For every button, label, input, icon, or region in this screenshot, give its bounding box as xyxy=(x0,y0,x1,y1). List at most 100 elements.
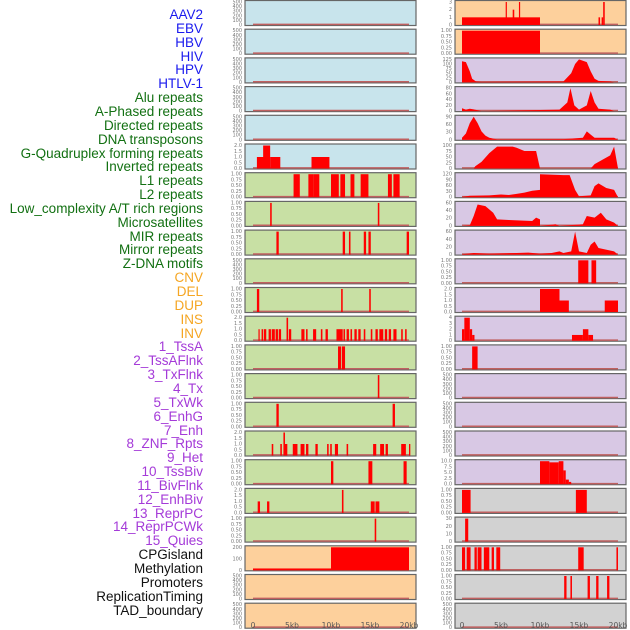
area-profile xyxy=(462,204,618,226)
y-tick-label: 400 xyxy=(442,406,452,412)
y-tick-label: 2.0 xyxy=(234,143,242,149)
y-tick-label: 0.00 xyxy=(441,568,452,574)
track-panel: 10.07.55.02.50.0 xyxy=(441,459,627,488)
bar xyxy=(368,231,371,255)
track-panel: 1.000.750.500.250.00 xyxy=(231,401,417,430)
y-tick-label: 1.00 xyxy=(231,172,242,178)
y-tick-label: 0 xyxy=(449,625,452,630)
y-tick-label: 200 xyxy=(232,272,242,278)
y-tick-label: 7.5 xyxy=(444,464,452,470)
y-tick-label: 0 xyxy=(449,539,452,545)
y-tick-label: 10 xyxy=(446,531,452,537)
bar xyxy=(360,174,369,198)
track-label: 2_TssAFlnk xyxy=(133,353,203,369)
panel-background xyxy=(244,516,417,543)
track-label: 6_EnhG xyxy=(153,408,203,424)
bar xyxy=(334,444,339,456)
y-tick-label: 0.25 xyxy=(441,45,452,51)
y-tick-label: 1 xyxy=(449,15,452,21)
panel-background xyxy=(244,286,417,314)
y-tick-label: 0.75 xyxy=(441,579,452,585)
y-tick-label: 300 xyxy=(232,124,242,130)
y-tick-label: 0.50 xyxy=(231,212,242,218)
panel-background xyxy=(244,573,417,601)
track-label: INV xyxy=(180,325,203,341)
bar xyxy=(578,547,584,571)
track-panel: 1.000.750.500.250.00 xyxy=(441,487,627,516)
y-tick-label: 20 xyxy=(446,216,452,222)
y-tick-label: 300 xyxy=(442,411,452,417)
y-tick-label: 0 xyxy=(449,424,452,430)
y-tick-label: 5.0 xyxy=(444,470,452,476)
bar xyxy=(405,329,407,341)
track-label: DUP xyxy=(174,297,203,313)
y-tick-label: 1.0 xyxy=(444,298,452,304)
bar xyxy=(257,501,261,513)
bar xyxy=(472,334,475,341)
bar xyxy=(315,444,318,456)
y-tick-label: 60 xyxy=(446,91,452,97)
panel-background xyxy=(244,401,417,428)
y-tick-label: 90 xyxy=(446,177,452,183)
y-tick-label: 0.75 xyxy=(231,407,242,413)
bar xyxy=(270,202,272,226)
panel-background xyxy=(244,200,417,227)
y-tick-label: 0 xyxy=(239,80,242,86)
y-tick-label: 0.00 xyxy=(231,252,242,258)
track-panel: 1.000.750.500.250.00 xyxy=(231,373,417,402)
y-tick-label: 0.0 xyxy=(234,510,242,516)
y-tick-label: 0.0 xyxy=(444,310,452,316)
y-tick-label: 500 xyxy=(232,574,242,580)
bar xyxy=(280,444,282,456)
y-tick-label: 2 xyxy=(449,7,452,13)
y-tick-label: 40 xyxy=(446,208,452,214)
y-tick-label: 1.5 xyxy=(234,436,242,442)
y-tick-label: 0.5 xyxy=(234,332,242,338)
y-tick-label: 100 xyxy=(232,104,242,110)
y-tick-label: 2.0 xyxy=(444,287,452,293)
panel-background xyxy=(454,516,627,543)
y-tick-label: 0.50 xyxy=(231,355,242,361)
y-tick-label: 1.5 xyxy=(234,321,242,327)
y-tick-label: 1.0 xyxy=(234,499,242,505)
bar xyxy=(384,329,388,341)
bar xyxy=(377,375,380,399)
y-tick-label: 1.00 xyxy=(441,28,452,34)
bar xyxy=(377,202,380,226)
area-profile xyxy=(462,59,615,83)
y-tick-label: 2.0 xyxy=(234,487,242,493)
panel-background xyxy=(454,258,627,285)
panel-background xyxy=(244,258,417,285)
y-tick-label: 200 xyxy=(232,71,242,77)
panel-background xyxy=(454,315,627,342)
track-label: HBV xyxy=(175,34,203,50)
y-tick-label: 0.50 xyxy=(441,355,452,361)
y-tick-label: 200 xyxy=(232,42,242,48)
y-tick-label: 300 xyxy=(232,66,242,72)
panel-background xyxy=(244,0,417,27)
y-tick-label: 0.75 xyxy=(441,493,452,499)
y-tick-label: 400 xyxy=(232,607,242,613)
bar xyxy=(578,260,589,284)
bar xyxy=(540,289,560,312)
y-tick-label: 90 xyxy=(446,114,452,120)
bar xyxy=(340,174,346,198)
x-tick-label: 10kb xyxy=(322,621,341,630)
y-tick-label: 0.25 xyxy=(231,189,242,195)
track-panel: 2.01.51.00.50.0 xyxy=(234,315,417,344)
y-tick-label: 0.75 xyxy=(231,206,242,212)
bar xyxy=(336,329,343,341)
bar xyxy=(368,461,373,485)
y-tick-label: 25 xyxy=(446,75,452,81)
y-tick-label: 0.00 xyxy=(231,482,242,488)
bar xyxy=(563,470,566,485)
y-tick-label: 1 xyxy=(449,332,452,338)
x-tick-label: 5kb xyxy=(494,621,508,630)
y-tick-label: 100 xyxy=(232,47,242,53)
